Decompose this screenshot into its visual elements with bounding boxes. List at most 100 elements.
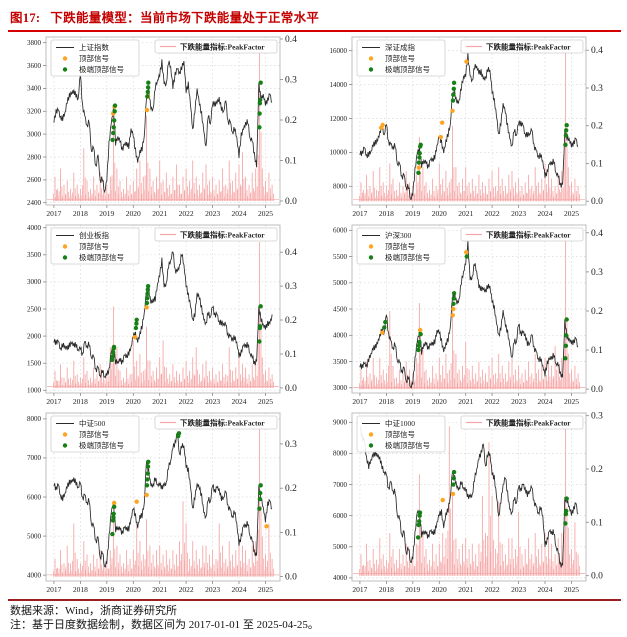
chart-panel-shenzhen-component: 2017 2018 2019 2020 2021 2022 2023 2024 2025 8000…	[314, 33, 620, 221]
svg-text:2017: 2017	[46, 585, 61, 594]
svg-text:2025: 2025	[258, 397, 273, 406]
chart-canvas: 2017 2018 2019 2020 2021 2022 2023 2024 2025 1000…	[27, 224, 297, 406]
svg-text:2023: 2023	[205, 209, 220, 218]
svg-text:0.3: 0.3	[285, 282, 297, 292]
svg-text:2021: 2021	[458, 209, 473, 218]
svg-text:2019: 2019	[405, 585, 420, 594]
svg-text:创业板指: 创业板指	[79, 230, 109, 240]
svg-text:2017: 2017	[352, 397, 367, 406]
svg-text:2017: 2017	[46, 209, 61, 218]
svg-text:0.2: 0.2	[285, 484, 297, 494]
figure-header: 图17: 下跌能量模型：当前市场下跌能量处于正常水平	[8, 5, 621, 30]
svg-text:2025: 2025	[564, 397, 579, 406]
chart-panel-csi1000: 2017 2018 2019 2020 2021 2022 2023 2024 2025 4000…	[314, 409, 620, 597]
svg-text:下跌能量指标:PeakFactor: 下跌能量指标:PeakFactor	[180, 230, 265, 240]
svg-text:2023: 2023	[205, 585, 220, 594]
svg-text:下跌能量指标:PeakFactor: 下跌能量指标:PeakFactor	[180, 42, 265, 52]
svg-text:2024: 2024	[232, 397, 247, 406]
svg-text:2018: 2018	[73, 585, 88, 594]
svg-text:0.4: 0.4	[285, 248, 297, 258]
svg-text:2021: 2021	[152, 209, 167, 218]
svg-text:顶部信号: 顶部信号	[79, 53, 109, 63]
svg-text:0.4: 0.4	[591, 229, 603, 239]
svg-text:9000: 9000	[333, 419, 348, 427]
figure-footer: 数据来源：Wind，浙商证券研究所 注：基于日度数据绘制，数据区间为 2017-…	[8, 601, 621, 633]
svg-text:0.2: 0.2	[591, 465, 603, 475]
svg-text:8000: 8000	[27, 415, 42, 423]
svg-text:6000: 6000	[333, 512, 348, 520]
svg-text:2018: 2018	[379, 209, 394, 218]
svg-text:1500: 1500	[27, 360, 42, 368]
svg-text:0.2: 0.2	[591, 307, 603, 317]
svg-text:2017: 2017	[352, 585, 367, 594]
svg-text:3400: 3400	[27, 85, 42, 93]
svg-text:7000: 7000	[27, 454, 42, 462]
svg-text:2500: 2500	[27, 305, 42, 313]
svg-text:0.1: 0.1	[285, 528, 297, 538]
svg-text:0.1: 0.1	[591, 346, 603, 356]
svg-text:2025: 2025	[258, 585, 273, 594]
footer-note: 注：基于日度数据绘制，数据区间为 2017-01-01 至 2025-04-25…	[10, 619, 319, 632]
svg-text:3000: 3000	[333, 384, 348, 392]
svg-text:2022: 2022	[179, 397, 194, 406]
svg-text:3500: 3500	[333, 358, 348, 366]
svg-text:顶部信号: 顶部信号	[385, 429, 415, 439]
svg-text:上证指数: 上证指数	[79, 42, 109, 52]
svg-text:0.2: 0.2	[285, 316, 297, 326]
svg-text:极端顶部信号: 极端顶部信号	[385, 440, 430, 450]
svg-text:极端顶部信号: 极端顶部信号	[79, 64, 124, 74]
svg-text:3800: 3800	[27, 39, 42, 47]
svg-text:3600: 3600	[27, 62, 42, 70]
svg-text:5500: 5500	[333, 253, 348, 261]
svg-text:0.1: 0.1	[285, 350, 297, 360]
svg-text:0.0: 0.0	[285, 573, 297, 583]
svg-text:2019: 2019	[99, 585, 114, 594]
chart-panel-chinext: 2017 2018 2019 2020 2021 2022 2023 2024 2025 1000…	[8, 221, 314, 409]
svg-text:中证1000: 中证1000	[385, 418, 415, 428]
svg-text:0.0: 0.0	[591, 385, 603, 395]
svg-text:0.3: 0.3	[591, 84, 603, 94]
svg-text:2022: 2022	[485, 397, 500, 406]
svg-text:2400: 2400	[27, 199, 42, 207]
svg-text:0.0: 0.0	[591, 197, 603, 207]
svg-text:2019: 2019	[405, 397, 420, 406]
svg-text:2020: 2020	[126, 209, 141, 218]
svg-text:2022: 2022	[179, 209, 194, 218]
svg-text:2600: 2600	[27, 176, 42, 184]
chart-canvas: 2017 2018 2019 2020 2021 2022 2023 2024 2025 4000…	[27, 412, 297, 594]
svg-text:0.1: 0.1	[591, 160, 603, 170]
svg-text:0.3: 0.3	[285, 440, 297, 450]
svg-text:2020: 2020	[126, 397, 141, 406]
svg-text:0.3: 0.3	[591, 412, 603, 422]
chart-canvas: 2017 2018 2019 2020 2021 2022 2023 2024 2025 2400…	[27, 35, 297, 218]
svg-text:2025: 2025	[258, 209, 273, 218]
svg-text:4000: 4000	[333, 332, 348, 340]
svg-text:10000: 10000	[330, 149, 348, 157]
chart-panel-csi300: 2017 2018 2019 2020 2021 2022 2023 2024 2025 3000…	[314, 221, 620, 409]
svg-text:顶部信号: 顶部信号	[79, 241, 109, 251]
chart-panel-csi500: 2017 2018 2019 2020 2021 2022 2023 2024 2025 4000…	[8, 409, 314, 597]
svg-text:2022: 2022	[485, 585, 500, 594]
svg-text:极端顶部信号: 极端顶部信号	[79, 440, 124, 450]
svg-text:深证成指: 深证成指	[385, 42, 415, 52]
svg-text:2024: 2024	[232, 209, 247, 218]
svg-text:顶部信号: 顶部信号	[385, 241, 415, 251]
svg-text:下跌能量指标:PeakFactor: 下跌能量指标:PeakFactor	[486, 418, 571, 428]
chart-canvas: 2017 2018 2019 2020 2021 2022 2023 2024 2025 3000…	[333, 224, 603, 406]
svg-text:0.1: 0.1	[285, 157, 297, 167]
svg-text:下跌能量指标:PeakFactor: 下跌能量指标:PeakFactor	[486, 230, 571, 240]
svg-text:2020: 2020	[432, 585, 447, 594]
svg-text:4000: 4000	[27, 571, 42, 579]
svg-text:0.4: 0.4	[285, 35, 297, 45]
svg-text:4000: 4000	[333, 574, 348, 582]
svg-text:2024: 2024	[538, 585, 553, 594]
svg-text:5000: 5000	[27, 532, 42, 540]
svg-text:顶部信号: 顶部信号	[385, 53, 415, 63]
svg-text:2017: 2017	[352, 209, 367, 218]
svg-text:2019: 2019	[99, 209, 114, 218]
svg-text:4000: 4000	[27, 224, 42, 232]
svg-text:2021: 2021	[152, 397, 167, 406]
svg-text:2018: 2018	[379, 585, 394, 594]
svg-text:2021: 2021	[458, 585, 473, 594]
